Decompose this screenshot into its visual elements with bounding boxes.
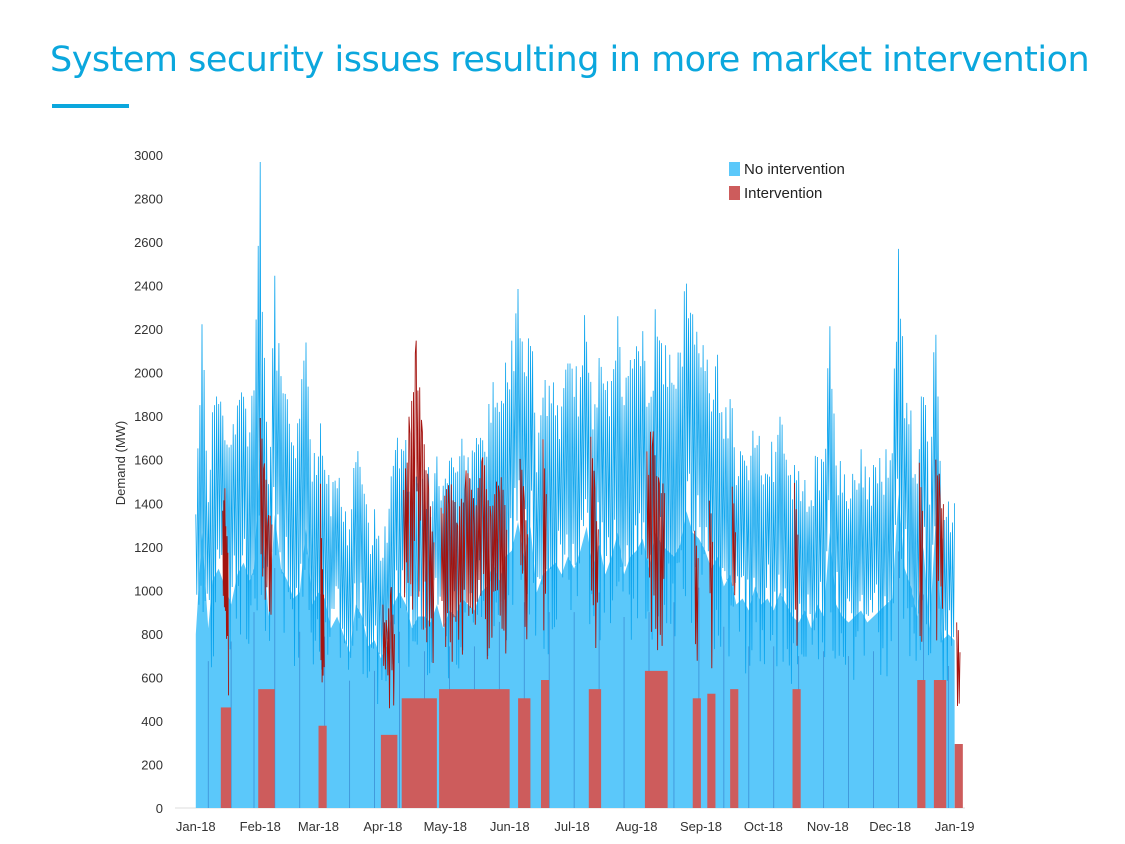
intervention-line [519, 458, 529, 640]
intervention-segment [220, 488, 232, 808]
x-tick-label: Jan-18 [176, 819, 216, 834]
y-tick-label: 2200 [134, 322, 163, 337]
intervention-line [320, 483, 325, 683]
y-tick-label: 400 [141, 714, 163, 729]
y-tick-label: 200 [141, 757, 163, 772]
intervention-segment [540, 439, 550, 808]
intervention-segment [258, 417, 275, 808]
x-tick-label: Jun-18 [490, 819, 530, 834]
title-underline [52, 104, 129, 108]
y-tick-label: 2400 [134, 279, 163, 294]
intervention-segment [692, 530, 701, 808]
intervention-area [439, 689, 510, 808]
series-no-intervention-area [195, 448, 955, 808]
intervention-line [708, 500, 714, 669]
x-tick-label: Nov-18 [807, 819, 849, 834]
legend: No intervention Intervention [729, 161, 845, 202]
intervention-area [917, 680, 926, 808]
intervention-line [259, 417, 273, 615]
intervention-area [692, 698, 701, 808]
intervention-area [644, 670, 668, 808]
intervention-line [646, 431, 666, 651]
intervention-segment [518, 458, 531, 808]
intervention-segment [380, 587, 398, 808]
y-tick-label: 1600 [134, 453, 163, 468]
intervention-line [956, 622, 961, 707]
y-tick-label: 1400 [134, 496, 163, 511]
intervention-line [382, 587, 395, 709]
intervention-segment [917, 462, 926, 808]
intervention-area [933, 680, 947, 808]
y-tick-label: 1800 [134, 409, 163, 424]
y-tick-label: 1000 [134, 583, 163, 598]
x-tick-label: Sep-18 [680, 819, 722, 834]
intervention-line [918, 462, 924, 642]
intervention-segment [318, 483, 327, 808]
intervention-segment [792, 482, 801, 808]
x-tick-label: Feb-18 [240, 819, 281, 834]
intervention-line [694, 530, 699, 661]
axes: 0 200 400 600 800 1000 1200 1400 1600 1800 2000 220… [134, 148, 974, 834]
intervention-line [403, 340, 435, 664]
intervention-line [590, 436, 599, 649]
legend-label: Intervention [744, 185, 822, 202]
intervention-area [401, 698, 437, 808]
intervention-segment [439, 457, 510, 808]
x-tick-label: Aug-18 [616, 819, 658, 834]
y-tick-label: 2000 [134, 366, 163, 381]
legend-swatch [729, 162, 740, 176]
y-tick-label: 800 [141, 627, 163, 642]
intervention-segment [588, 436, 602, 808]
y-tick-label: 2600 [134, 235, 163, 250]
legend-swatch [729, 186, 740, 200]
x-tick-label: Mar-18 [298, 819, 339, 834]
x-tick-label: Jul-18 [554, 819, 589, 834]
intervention-segment [730, 486, 739, 808]
intervention-area [792, 689, 801, 808]
x-tick-label: Jan-19 [935, 819, 975, 834]
x-tick-label: May-18 [424, 819, 467, 834]
intervention-segment [707, 500, 716, 808]
intervention-area [730, 689, 739, 808]
intervention-area [707, 693, 716, 808]
no-intervention-dips [207, 551, 949, 808]
slide-title: System security issues resulting in more… [50, 40, 1090, 80]
intervention-area [258, 689, 275, 808]
intervention-line [935, 459, 944, 641]
intervention-segment [954, 622, 963, 808]
intervention-area [318, 725, 327, 808]
intervention-segment [401, 340, 437, 808]
intervention-area [540, 680, 550, 808]
y-axis-label: Demand (MW) [113, 421, 128, 506]
intervention-line [222, 488, 229, 696]
y-tick-label: 600 [141, 670, 163, 685]
y-tick-label: 2800 [134, 192, 163, 207]
intervention-segment [933, 459, 947, 808]
plot-area [195, 161, 963, 808]
intervention-area [220, 707, 232, 808]
legend-label: No intervention [744, 161, 845, 178]
y-tick-label: 3000 [134, 148, 163, 163]
x-tick-label: Apr-18 [363, 819, 402, 834]
intervention-area [954, 744, 963, 808]
y-tick-label: 0 [156, 801, 163, 816]
x-tick-label: Dec-18 [869, 819, 911, 834]
intervention-area [380, 734, 398, 808]
series-no-intervention [195, 161, 955, 808]
intervention-line [731, 486, 736, 596]
x-tick-label: Oct-18 [744, 819, 783, 834]
intervention-line [794, 482, 799, 646]
intervention-area [518, 698, 531, 808]
intervention-segment [644, 431, 668, 808]
intervention-line [542, 439, 547, 631]
series-no-intervention-line [195, 161, 955, 705]
intervention-line [440, 457, 508, 662]
intervention-area [588, 689, 602, 808]
y-tick-label: 1200 [134, 540, 163, 555]
